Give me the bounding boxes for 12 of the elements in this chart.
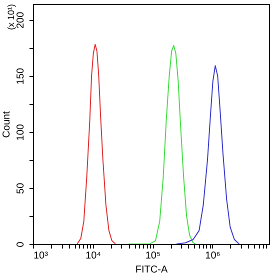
y-tick-label: 0: [16, 241, 26, 248]
x-tick-label: 10⁶: [205, 250, 220, 262]
x-tick-label: 10⁵: [145, 250, 161, 262]
x-tick-label: 10⁴: [86, 250, 101, 262]
y-axis-title: Count: [2, 110, 12, 138]
x-tick-label: 10³: [34, 250, 49, 262]
text: (x 10¹): [6, 4, 16, 30]
y-tick-label: 200: [16, 11, 26, 29]
x-axis-title: FITC-A: [135, 264, 168, 275]
y-tick-label: 100: [16, 124, 26, 141]
y-tick-label: 50: [16, 182, 26, 194]
y-tick-label: 150: [16, 67, 26, 85]
